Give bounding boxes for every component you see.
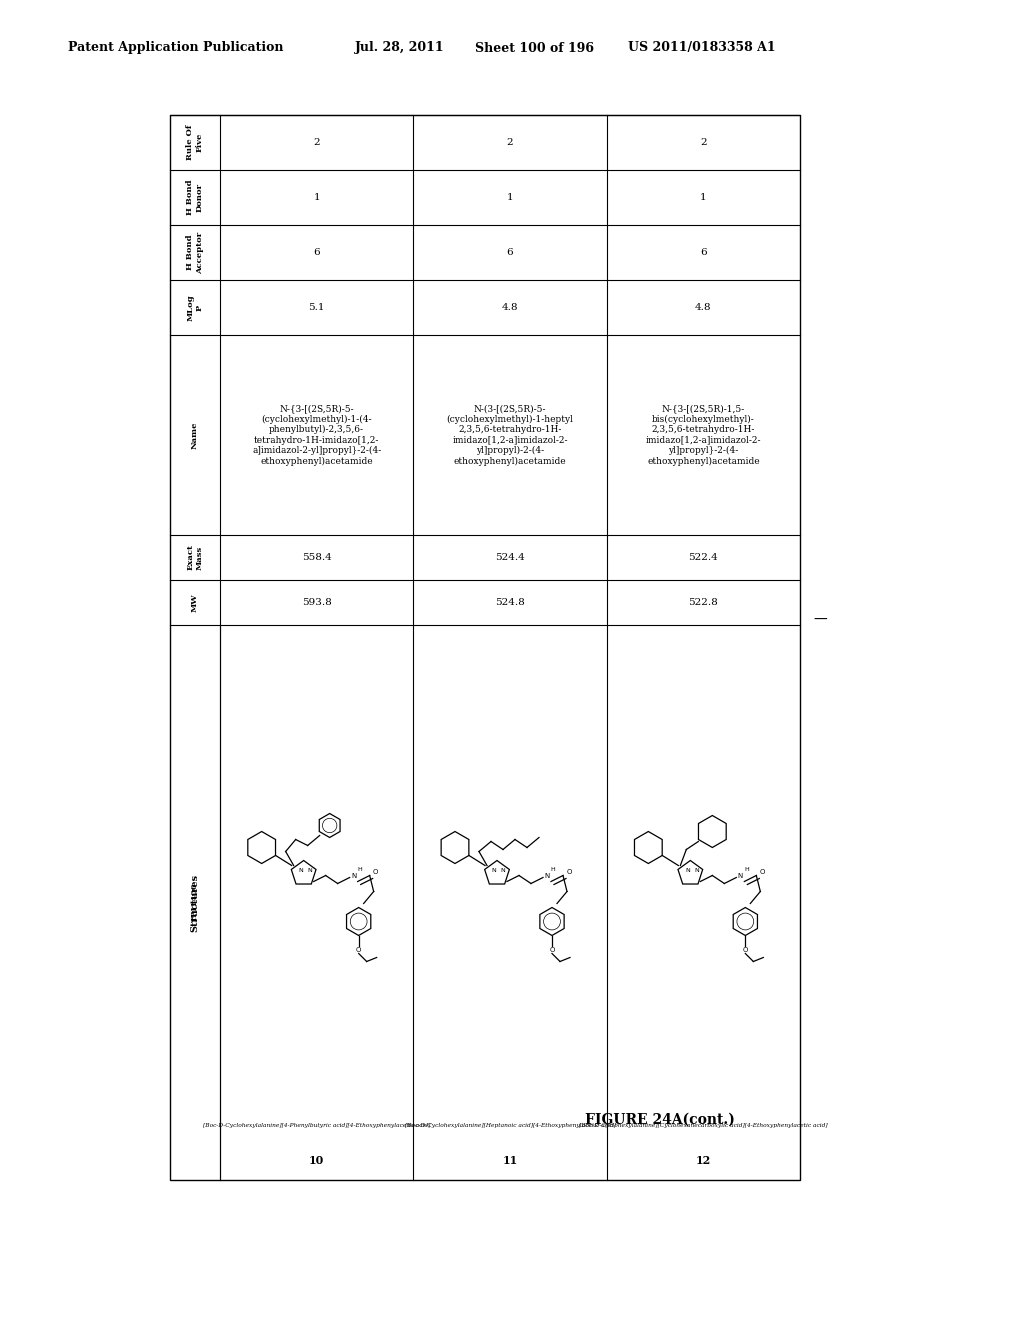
Text: Patent Application Publication: Patent Application Publication [68, 41, 284, 54]
Text: O: O [760, 869, 765, 874]
Text: 524.4: 524.4 [496, 553, 525, 562]
Bar [170, 115, 800, 1180]
Text: TPI1400: TPI1400 [191, 883, 199, 923]
Text: 6: 6 [700, 248, 707, 257]
Text: N-{3-[(2S,5R)-5-
(cyclohexylmethyl)-1-(4-
phenylbutyl)-2,3,5,6-
tetrahydro-1H-im: N-{3-[(2S,5R)-5- (cyclohexylmethyl)-1-(4… [252, 404, 381, 466]
Text: [Boc-D-Cyclohexylalanine][Cyclohexanecarboxylic acid][4-Ethoxyphenylacetic acid]: [Boc-D-Cyclohexylalanine][Cyclohexanecar… [579, 1122, 827, 1127]
Text: N: N [307, 869, 312, 873]
Text: 2: 2 [507, 139, 513, 147]
Text: 1: 1 [700, 193, 707, 202]
Text: H Bond
Donor: H Bond Donor [186, 180, 204, 215]
Text: Structures: Structures [190, 874, 200, 932]
Text: H: H [551, 867, 555, 873]
Text: N: N [298, 869, 303, 873]
Text: FIGURE 24A(cont.): FIGURE 24A(cont.) [585, 1113, 735, 1127]
Text: 10: 10 [309, 1155, 325, 1166]
Text: N: N [685, 869, 690, 873]
Text: 1: 1 [313, 193, 319, 202]
Text: H: H [357, 867, 362, 873]
Text: 522.8: 522.8 [688, 598, 718, 607]
Text: N: N [351, 873, 356, 879]
Text: US 2011/0183358 A1: US 2011/0183358 A1 [628, 41, 775, 54]
Text: Name: Name [191, 421, 199, 449]
Text: MW: MW [191, 593, 199, 611]
Text: 2: 2 [313, 139, 319, 147]
Text: 558.4: 558.4 [302, 553, 332, 562]
Text: H Bond
Acceptor: H Bond Acceptor [186, 231, 204, 273]
Text: N: N [694, 869, 698, 873]
Text: O: O [356, 946, 361, 953]
Text: 522.4: 522.4 [688, 553, 718, 562]
Text: MLog
P: MLog P [186, 294, 204, 321]
Text: 593.8: 593.8 [302, 598, 332, 607]
Text: 2: 2 [700, 139, 707, 147]
Text: 6: 6 [313, 248, 319, 257]
Text: 11: 11 [503, 1155, 517, 1166]
Text: O: O [549, 946, 555, 953]
Text: O: O [566, 869, 571, 874]
Text: N-{3-[(2S,5R)-1,5-
bis(cyclohexylmethyl)-
2,3,5,6-tetrahydro-1H-
imidazo[1,2-a]i: N-{3-[(2S,5R)-1,5- bis(cyclohexylmethyl)… [645, 404, 761, 466]
Text: [Boc-D-Cyclohexylalanine][Heptanoic acid][4-Ethoxyphenylacetic acid]: [Boc-D-Cyclohexylalanine][Heptanoic acid… [404, 1122, 615, 1127]
Text: —: — [813, 612, 826, 627]
Text: H: H [744, 867, 749, 873]
Text: O: O [742, 946, 748, 953]
Text: 4.8: 4.8 [695, 304, 712, 312]
Text: 524.8: 524.8 [496, 598, 525, 607]
Text: N: N [501, 869, 506, 873]
Text: N: N [492, 869, 497, 873]
Text: Exact
Mass: Exact Mass [186, 544, 204, 570]
Text: [Boc-D-Cyclohexylalanine][4-Phenylbutyric acid][4-Ethoxyphenylacetic acid]: [Boc-D-Cyclohexylalanine][4-Phenylbutyri… [203, 1122, 430, 1127]
Text: N: N [737, 873, 743, 879]
Text: N-(3-[(2S,5R)-5-
(cyclohexylmethyl)-1-heptyl
2,3,5,6-tetrahydro-1H-
imidazo[1,2-: N-(3-[(2S,5R)-5- (cyclohexylmethyl)-1-he… [446, 404, 573, 466]
Text: 4.8: 4.8 [502, 304, 518, 312]
Text: Jul. 28, 2011: Jul. 28, 2011 [355, 41, 444, 54]
Text: 12: 12 [695, 1155, 711, 1166]
Text: 6: 6 [507, 248, 513, 257]
Text: 1: 1 [507, 193, 513, 202]
Text: O: O [373, 869, 378, 874]
Text: N: N [545, 873, 550, 879]
Text: Rule Of
Five: Rule Of Five [186, 125, 204, 160]
Text: Sheet 100 of 196: Sheet 100 of 196 [475, 41, 594, 54]
Text: 5.1: 5.1 [308, 304, 325, 312]
